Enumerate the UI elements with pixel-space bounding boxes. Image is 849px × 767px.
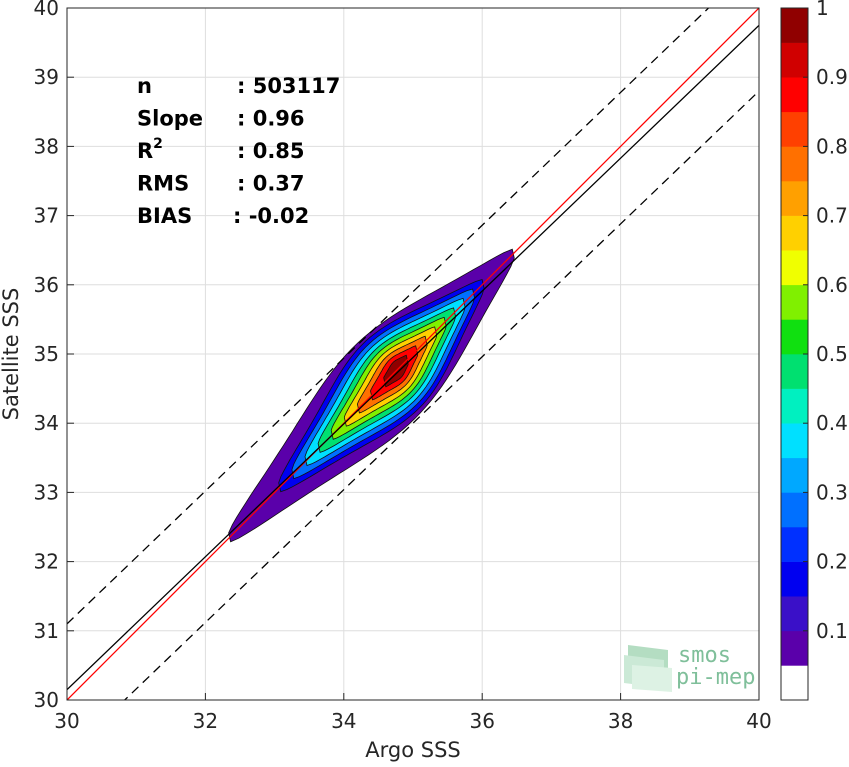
identity-line <box>67 8 759 700</box>
stat-value: : -0.02 <box>233 204 309 228</box>
stat-value: : 0.85 <box>237 139 305 163</box>
colorbar-segment <box>781 181 808 216</box>
logo-waves-icon <box>624 645 672 692</box>
fit-line <box>67 24 759 691</box>
x-tick-label: 32 <box>193 709 218 733</box>
y-tick-label: 37 <box>34 204 59 228</box>
colorbar-segment <box>781 319 808 355</box>
y-tick-label: 33 <box>34 480 59 504</box>
colorbar-tick-label: 0.4 <box>816 411 848 435</box>
stat-label: RMS <box>137 172 189 196</box>
y-tick-label: 34 <box>34 411 59 435</box>
y-tick-label: 36 <box>34 273 59 297</box>
stat-superscript: 2 <box>153 136 163 152</box>
colorbar-segment <box>781 457 808 493</box>
colorbar: 0.1 0.2 0.3 0.4 0.5 0.6 0.7 0.8 0.9 1 <box>780 0 848 701</box>
stat-value: : 0.37 <box>237 172 305 196</box>
y-tick-label: 39 <box>34 65 59 89</box>
y-tick-label: 40 <box>34 0 59 20</box>
y-axis-label: Satellite SSS <box>0 288 23 421</box>
colorbar-segment <box>781 561 808 597</box>
x-axis-label: Argo SSS <box>365 738 460 762</box>
colorbar-segment <box>781 630 808 666</box>
stat-label: Slope <box>137 107 203 131</box>
colorbar-tick-label: 0.7 <box>816 204 848 228</box>
x-tick-label: 34 <box>331 709 356 733</box>
y-tick-label: 31 <box>34 619 59 643</box>
y-tick-label: 35 <box>34 342 59 366</box>
colorbar-tick-label: 0.1 <box>816 619 848 643</box>
colorbar-tick-label: 1 <box>816 0 829 20</box>
colorbar-tick-label: 0.9 <box>816 65 848 89</box>
colorbar-segment <box>781 665 808 701</box>
colorbar-tick-label: 0.3 <box>816 480 848 504</box>
logo-line2: pi-mep <box>676 665 755 690</box>
x-tick-label: 40 <box>746 709 771 733</box>
colorbar-segment <box>781 284 808 320</box>
colorbar-tick-label: 0.6 <box>816 273 848 297</box>
logo-line1: smos <box>678 643 731 668</box>
colorbar-segment <box>781 596 808 632</box>
colorbar-segment <box>781 527 808 562</box>
colorbar-tick-label: 0.2 <box>816 550 848 574</box>
colorbar-tick-label: 0.8 <box>816 134 848 158</box>
colorbar-segment <box>781 423 808 459</box>
lower-bound-line <box>123 90 759 700</box>
stat-label: n <box>137 74 152 98</box>
colorbar-segment <box>781 8 808 43</box>
grid-lines <box>66 7 760 701</box>
colorbar-segment <box>781 215 808 251</box>
smos-pimep-logo: smos pi-mep <box>624 643 755 692</box>
colorbar-segment <box>781 111 808 147</box>
y-tick-label: 38 <box>34 134 59 158</box>
colorbar-segment <box>781 250 808 286</box>
x-tick-label: 36 <box>469 709 494 733</box>
stat-value: : 0.96 <box>237 107 305 131</box>
stat-label: BIAS <box>137 204 192 228</box>
y-axis-ticks: 30 31 32 33 34 35 36 37 38 39 40 <box>34 0 74 712</box>
colorbar-segment <box>781 492 808 528</box>
stat-value: : 503117 <box>237 74 340 98</box>
x-axis-ticks: 30 32 34 36 38 40 <box>54 693 772 733</box>
y-tick-label: 30 <box>34 688 59 712</box>
y-tick-label: 32 <box>34 550 59 574</box>
colorbar-segment <box>781 77 808 113</box>
colorbar-segment <box>781 388 808 424</box>
colorbar-tick-label: 0.5 <box>816 342 848 366</box>
x-tick-label: 30 <box>54 709 79 733</box>
colorbar-segment <box>781 354 808 389</box>
x-tick-label: 38 <box>608 709 633 733</box>
colorbar-segment <box>781 42 808 78</box>
colorbar-segment <box>781 146 808 182</box>
upper-bound-line <box>67 8 710 625</box>
reference-lines <box>67 8 759 700</box>
